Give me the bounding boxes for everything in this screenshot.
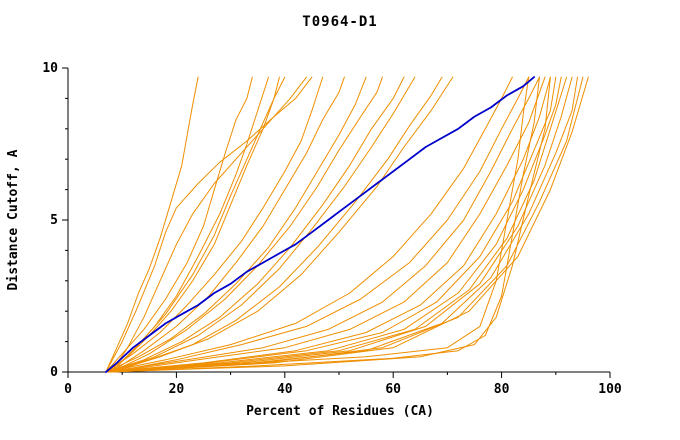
- prediction-15-line: [110, 76, 454, 373]
- prediction-26-line: [105, 76, 584, 373]
- x-tick-label: 100: [598, 382, 622, 397]
- prediction-16-line: [105, 76, 513, 373]
- prediction-29-line: [110, 76, 540, 373]
- prediction-08-line: [105, 76, 324, 373]
- prediction-30-line: [105, 76, 551, 373]
- y-tick-label: 0: [50, 365, 58, 380]
- prediction-12-line: [105, 76, 405, 373]
- prediction-23-line: [110, 76, 568, 373]
- y-tick-label: 5: [50, 213, 58, 228]
- prediction-09-line: [110, 76, 345, 373]
- prediction-11-line: [110, 76, 383, 373]
- prediction-21-line: [110, 76, 557, 373]
- prediction-18-line: [105, 76, 540, 373]
- prediction-04-line: [105, 76, 280, 373]
- x-tick-label: 60: [385, 382, 401, 397]
- prediction-25-line: [110, 76, 578, 373]
- best-model-line: [105, 76, 535, 373]
- prediction-20-line: [105, 76, 551, 373]
- x-tick-label: 40: [277, 382, 293, 397]
- prediction-10-line: [105, 76, 367, 373]
- chart-title: T0964-D1: [302, 14, 378, 30]
- prediction-01-line: [105, 76, 199, 373]
- y-tick-label: 10: [42, 61, 58, 76]
- x-tick-label: 0: [64, 382, 72, 397]
- prediction-06-line: [105, 76, 313, 373]
- prediction-17-line: [110, 76, 530, 373]
- x-tick-label: 80: [494, 382, 510, 397]
- x-tick-label: 20: [169, 382, 185, 397]
- prediction-19-line: [110, 76, 546, 373]
- prediction-24-line: [105, 76, 573, 373]
- prediction-13-line: [110, 76, 416, 373]
- prediction-02-line: [105, 76, 253, 373]
- prediction-22-line: [105, 76, 562, 373]
- prediction-28-line: [105, 76, 530, 373]
- prediction-05-line: [110, 76, 286, 373]
- x-axis-title: Percent of Residues (CA): [246, 404, 434, 419]
- prediction-07-line: [110, 76, 307, 373]
